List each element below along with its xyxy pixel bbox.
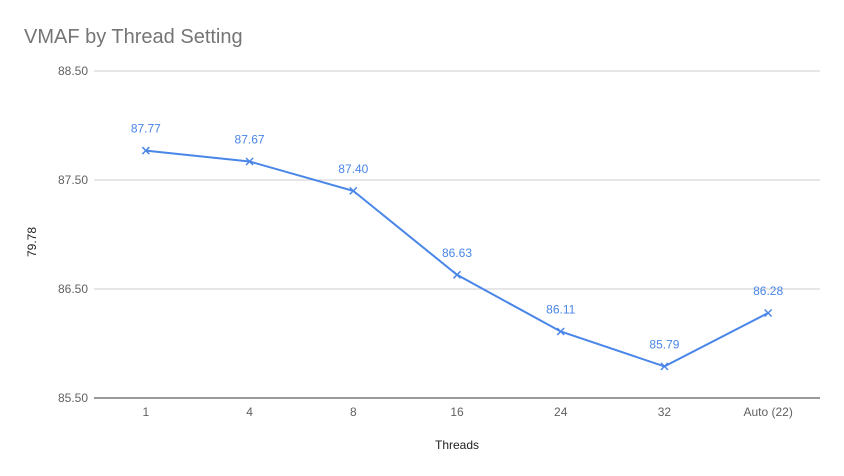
data-label: 85.79 [649, 337, 679, 351]
gridlines [94, 70, 820, 399]
data-point-marker [245, 157, 254, 166]
x-tick-label: 1 [143, 405, 150, 419]
data-point-marker [764, 308, 773, 318]
data-label: 86.28 [753, 284, 783, 298]
data-label: 86.63 [442, 246, 472, 260]
series-markers [141, 146, 773, 371]
data-point-marker [349, 186, 358, 195]
y-tick-label: 85.50 [58, 391, 88, 405]
data-label: 87.67 [235, 132, 265, 146]
x-tick-label: 24 [554, 405, 568, 419]
data-point-marker [556, 327, 565, 336]
x-axis-title: Threads [435, 438, 479, 452]
x-tick-label: 32 [658, 405, 672, 419]
data-point-marker [141, 146, 150, 155]
y-tick-label: 88.50 [58, 64, 88, 78]
x-tick-label: 8 [350, 405, 357, 419]
y-tick-label: 87.50 [58, 173, 88, 187]
y-axis-ticks: 85.50 86.50 87.50 88.50 [58, 64, 88, 405]
y-tick-label: 86.50 [58, 282, 88, 296]
y-axis-title: 79.78 [25, 227, 39, 257]
data-label: 87.40 [338, 162, 368, 176]
chart-title: VMAF by Thread Setting [24, 26, 243, 48]
x-tick-label: 4 [246, 405, 253, 419]
data-point-marker [452, 270, 462, 279]
data-label: 86.11 [546, 303, 575, 317]
x-tick-label: 16 [450, 405, 464, 419]
data-label: 87.77 [131, 122, 161, 136]
data-point-marker [660, 362, 669, 371]
data-labels: 87.77 87.67 87.40 86.63 86.11 85.79 86.28 [131, 122, 784, 352]
x-axis-ticks: 1 4 8 16 24 32 Auto (22) [143, 405, 793, 419]
x-tick-label: Auto (22) [743, 405, 792, 419]
